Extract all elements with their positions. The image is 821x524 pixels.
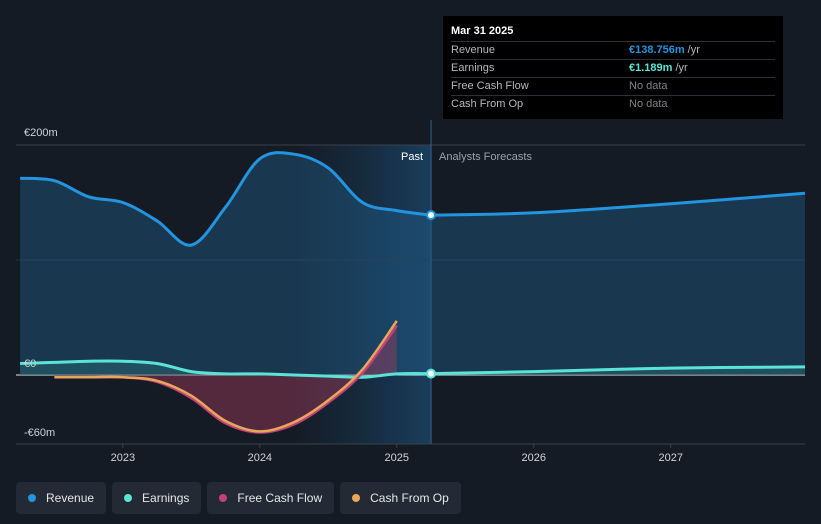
tooltip-value-number: €1.189m <box>629 62 673 74</box>
x-tick-label: 2025 <box>385 452 409 464</box>
legend-item-free-cash-flow[interactable]: Free Cash Flow <box>207 482 335 514</box>
earnings-forecast-line <box>430 365 806 376</box>
tooltip-value: No data <box>629 78 668 95</box>
legend-label: Earnings <box>142 491 190 505</box>
tooltip-row-revenue: Revenue €138.756m/yr <box>451 41 775 59</box>
free-cash-flow-dot-icon <box>219 494 228 502</box>
x-tick-label: 2023 <box>111 452 135 464</box>
legend-item-revenue[interactable]: Revenue <box>16 482 107 514</box>
cash-from-op-dot-icon <box>352 494 361 502</box>
tooltip-value: €1.189m/yr <box>629 60 688 77</box>
past-label: Past <box>401 151 423 163</box>
x-tick-label: 2024 <box>248 452 272 464</box>
tooltip: Mar 31 2025 Revenue €138.756m/yr Earning… <box>443 16 783 119</box>
tooltip-value-number: No data <box>629 80 668 92</box>
revenue-marker <box>426 210 437 221</box>
tooltip-date: Mar 31 2025 <box>451 25 514 37</box>
tooltip-label: Earnings <box>451 62 495 74</box>
tooltip-row-free-cash-flow: Free Cash Flow No data <box>451 77 775 95</box>
legend: Revenue Earnings Free Cash Flow Cash Fro… <box>16 482 461 514</box>
revenue-dot-icon <box>28 494 36 502</box>
legend-label: Free Cash Flow <box>237 491 323 505</box>
cash-from-op-line <box>54 320 398 433</box>
legend-item-earnings[interactable]: Earnings <box>112 482 202 514</box>
y-axis-label: -€60m <box>24 427 55 439</box>
x-tick-label: 2026 <box>522 452 546 464</box>
free-cash-flow-area <box>54 325 397 433</box>
y-axis-label: €0 <box>24 358 36 370</box>
earnings-line <box>20 359 432 379</box>
y-axis-label: €200m <box>24 127 58 139</box>
tooltip-row-earnings: Earnings €1.189m/yr <box>451 59 775 77</box>
earnings-area <box>20 360 806 378</box>
earnings-marker <box>426 368 437 379</box>
revenue-line <box>19 151 432 247</box>
tooltip-value-number: No data <box>629 98 668 110</box>
tooltip-value: No data <box>629 96 668 113</box>
tooltip-label: Revenue <box>451 44 496 56</box>
earnings-dot-icon <box>124 494 133 502</box>
past-shading <box>294 145 432 444</box>
tooltip-label: Cash From Op <box>451 98 524 110</box>
tooltip-unit: /yr <box>687 44 700 56</box>
revenue-forecast-line <box>430 191 806 217</box>
tooltip-value: €138.756m/yr <box>629 42 700 59</box>
tooltip-unit: /yr <box>675 62 688 74</box>
x-tick-label: 2027 <box>659 452 683 464</box>
legend-label: Cash From Op <box>370 491 449 505</box>
legend-item-cash-from-op[interactable]: Cash From Op <box>340 482 461 514</box>
tooltip-label: Free Cash Flow <box>451 80 529 92</box>
forecast-label: Analysts Forecasts <box>439 151 532 163</box>
legend-label: Revenue <box>46 491 95 505</box>
tooltip-value-number: €138.756m <box>629 44 685 56</box>
tooltip-row-cash-from-op: Cash From Op No data <box>451 95 775 113</box>
